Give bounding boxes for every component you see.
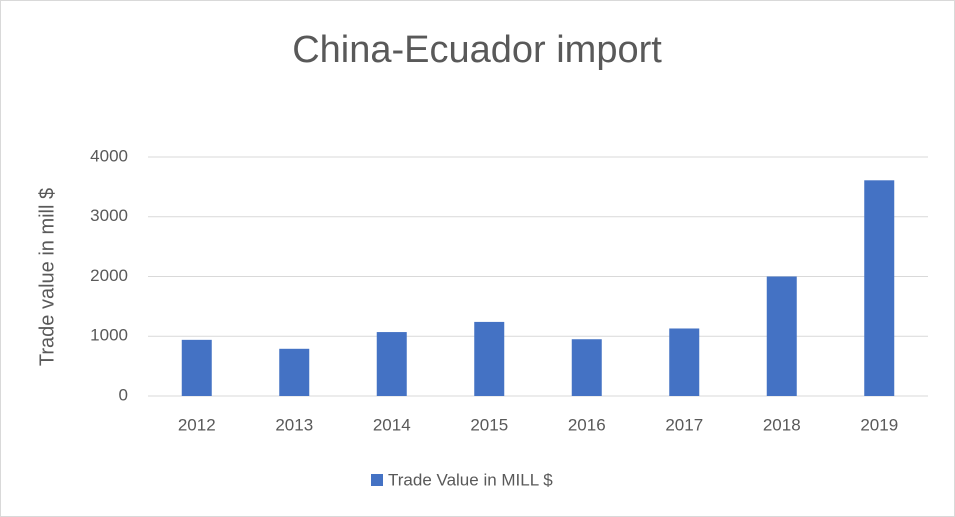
legend-swatch [371, 474, 383, 486]
y-axis-label: Trade value in mill $ [36, 188, 58, 366]
bar [669, 328, 700, 396]
bar [279, 348, 310, 396]
legend-label: Trade Value in MILL $ [388, 470, 553, 489]
x-tick-label: 2013 [275, 415, 313, 434]
x-tick-label: 2019 [860, 415, 898, 434]
x-tick-label: 2018 [763, 415, 801, 434]
x-tick-label: 2016 [568, 415, 606, 434]
bar [766, 276, 797, 396]
x-tick-label: 2012 [178, 415, 216, 434]
bar [474, 321, 505, 396]
bar [571, 339, 602, 396]
bar [864, 180, 895, 396]
x-tick-label: 2014 [373, 415, 411, 434]
x-tick-label: 2017 [665, 415, 703, 434]
bar [376, 332, 407, 396]
y-tick-label: 1000 [90, 326, 128, 345]
y-tick-label: 3000 [90, 206, 128, 225]
y-tick-label: 2000 [90, 266, 128, 285]
y-tick-label: 0 [119, 385, 128, 404]
x-tick-label: 2015 [470, 415, 508, 434]
bar [181, 339, 212, 396]
chart-title: China-Ecuador import [292, 29, 662, 71]
y-tick-label: 4000 [90, 146, 128, 165]
